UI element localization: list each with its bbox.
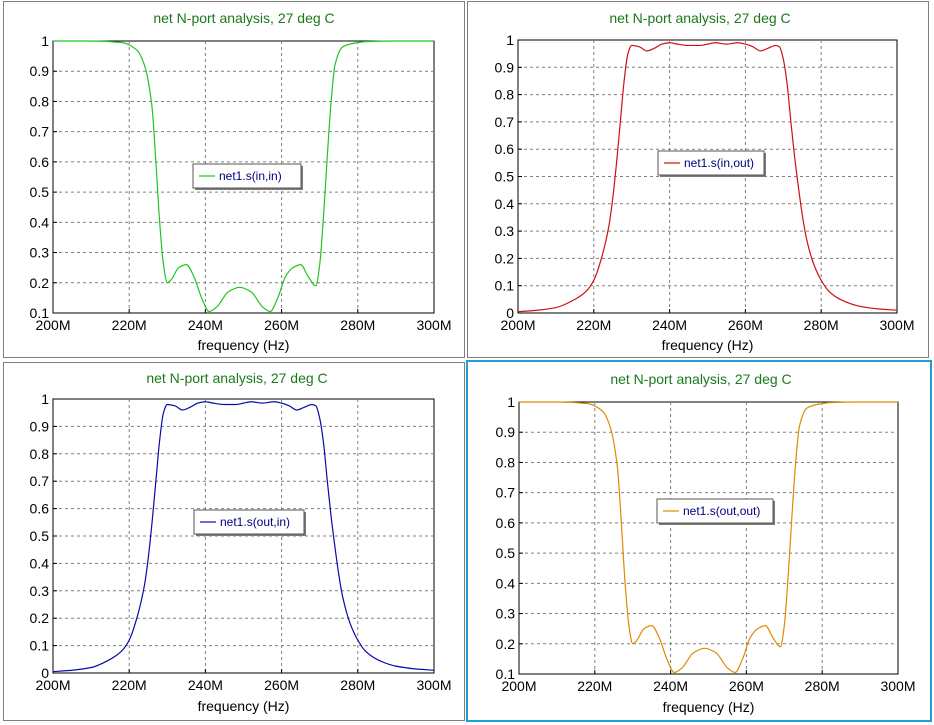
plot-svg-s-out-out: net N-port analysis, 27 deg C 0.1 0.2 0.3 0.… xyxy=(496,371,916,715)
x-tick-label: 300M xyxy=(880,678,915,694)
y-tick-label: 0.2 xyxy=(495,250,515,266)
y-tick-label: 0.7 xyxy=(30,124,50,140)
y-tick-label: 0.8 xyxy=(30,93,50,109)
legend-label: net1.s(out,in) xyxy=(220,515,290,529)
y-tick-label: 0.1 xyxy=(30,638,50,654)
x-tick-label: 280M xyxy=(804,317,839,333)
chart-title: net N-port analysis, 27 deg C xyxy=(609,10,790,26)
legend[interactable]: net1.s(out,out) xyxy=(656,498,775,525)
x-tick-label: 260M xyxy=(264,317,299,333)
chart-title: net N-port analysis, 27 deg C xyxy=(153,10,334,26)
x-tick-label: 240M xyxy=(188,677,223,693)
plot-panel-s-in-out[interactable]: net N-port analysis, 27 deg C 0 0.1 0.2 0.3 0… xyxy=(467,1,929,358)
legend[interactable]: net1.s(in,in) xyxy=(192,163,303,190)
y-tick-label: 0.9 xyxy=(30,63,50,79)
legend[interactable]: net1.s(in,out) xyxy=(657,150,766,177)
y-tick-label: 1 xyxy=(507,394,515,410)
y-tick-label: 0.6 xyxy=(30,154,50,170)
y-tick-label: 0.6 xyxy=(495,141,515,157)
y-tick-label: 0.3 xyxy=(496,606,516,622)
y-tick-label: 0.4 xyxy=(495,196,515,212)
legend[interactable]: net1.s(out,in) xyxy=(193,509,306,536)
x-tick-label: 280M xyxy=(340,677,375,693)
y-tick-label: 0.7 xyxy=(496,485,516,501)
x-tick-label: 260M xyxy=(264,677,299,693)
y-tick-label: 0.3 xyxy=(30,245,50,261)
x-tick-label: 300M xyxy=(416,677,451,693)
y-tick-label: 0.5 xyxy=(30,528,50,544)
x-tick-label: 200M xyxy=(35,317,70,333)
x-axis-label: frequency (Hz) xyxy=(663,699,755,715)
y-tick-label: 0.7 xyxy=(495,114,515,130)
legend-label: net1.s(in,out) xyxy=(684,156,754,170)
y-tick-label: 1 xyxy=(41,33,49,49)
y-tick-label: 0.8 xyxy=(496,454,516,470)
plot-panel-s-out-out[interactable]: net N-port analysis, 27 deg C 0.1 0.2 0.3 0.… xyxy=(466,360,932,722)
x-axis-label: frequency (Hz) xyxy=(198,337,290,353)
y-tick-label: 0.7 xyxy=(30,473,50,489)
legend-label: net1.s(in,in) xyxy=(219,169,282,183)
y-tick-label: 0.3 xyxy=(495,223,515,239)
x-tick-label: 220M xyxy=(577,678,612,694)
legend-label: net1.s(out,out) xyxy=(683,504,760,518)
y-tick-label: 0.9 xyxy=(495,59,515,75)
series-line xyxy=(53,40,434,313)
x-tick-label: 260M xyxy=(729,678,764,694)
plot-svg-s-in-out: net N-port analysis, 27 deg C 0 0.1 0.2 0.3 0… xyxy=(495,10,915,353)
y-tick-label: 0.5 xyxy=(495,169,515,185)
x-tick-label: 300M xyxy=(879,317,914,333)
chart-title: net N-port analysis, 27 deg C xyxy=(146,370,327,386)
x-tick-label: 220M xyxy=(112,677,147,693)
x-tick-label: 200M xyxy=(500,317,535,333)
y-tick-label: 0.8 xyxy=(30,446,50,462)
x-tick-label: 240M xyxy=(188,317,223,333)
y-tick-label: 0.9 xyxy=(496,424,516,440)
y-tick-label: 0.1 xyxy=(496,666,516,682)
plot-panel-s-in-in[interactable]: net N-port analysis, 27 deg C 0.1 0.2 0.3 0.… xyxy=(3,1,465,358)
x-axis-label: frequency (Hz) xyxy=(662,337,754,353)
x-axis-label: frequency (Hz) xyxy=(198,698,290,714)
y-tick-label: 0.8 xyxy=(495,87,515,103)
y-tick-label: 0.4 xyxy=(30,555,50,571)
y-tick-label: 0 xyxy=(506,305,514,321)
x-tick-label: 200M xyxy=(501,678,536,694)
y-tick-label: 0.6 xyxy=(30,501,50,517)
plot-svg-s-out-in: net N-port analysis, 27 deg C 0 0.1 0.2 0.3 0… xyxy=(30,370,452,714)
x-tick-label: 280M xyxy=(340,317,375,333)
y-tick-label: 0.5 xyxy=(496,545,516,561)
x-tick-label: 220M xyxy=(576,317,611,333)
y-tick-label: 0.2 xyxy=(496,636,516,652)
x-tick-label: 300M xyxy=(416,317,451,333)
y-tick-label: 0.9 xyxy=(30,418,50,434)
y-tick-label: 1 xyxy=(506,32,514,48)
y-tick-label: 0.2 xyxy=(30,275,50,291)
y-tick-label: 0.2 xyxy=(30,610,50,626)
plot-svg-s-in-in: net N-port analysis, 27 deg C 0.1 0.2 0.3 0.… xyxy=(30,10,452,353)
x-tick-label: 200M xyxy=(35,677,70,693)
plot-panel-s-out-in[interactable]: net N-port analysis, 27 deg C 0 0.1 0.2 0.3 0… xyxy=(3,362,465,721)
y-tick-label: 0.3 xyxy=(30,583,50,599)
y-tick-label: 0.6 xyxy=(496,515,516,531)
series-line xyxy=(519,401,898,674)
x-tick-label: 260M xyxy=(728,317,763,333)
chart-title: net N-port analysis, 27 deg C xyxy=(610,371,791,387)
y-tick-label: 1 xyxy=(41,391,49,407)
plot-area xyxy=(518,401,899,675)
y-tick-label: 0.1 xyxy=(495,278,515,294)
y-tick-label: 0 xyxy=(41,665,49,681)
y-tick-label: 0.4 xyxy=(30,214,50,230)
x-tick-label: 280M xyxy=(805,678,840,694)
x-tick-label: 240M xyxy=(653,678,688,694)
y-tick-label: 0.5 xyxy=(30,184,50,200)
series-line xyxy=(53,401,434,673)
x-tick-label: 220M xyxy=(112,317,147,333)
series-line xyxy=(518,42,897,313)
x-tick-label: 240M xyxy=(652,317,687,333)
y-tick-label: 0.1 xyxy=(30,305,50,321)
y-tick-label: 0.4 xyxy=(496,575,516,591)
